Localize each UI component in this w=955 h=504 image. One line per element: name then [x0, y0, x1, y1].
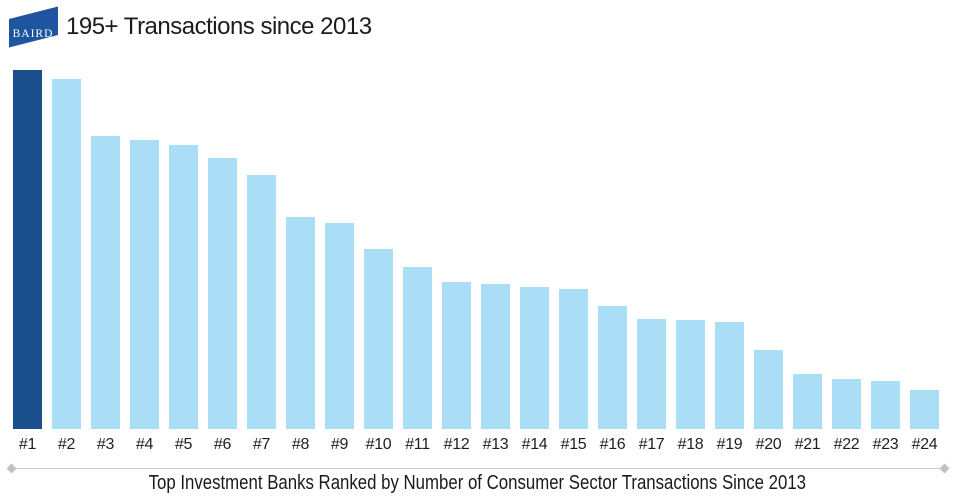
- bar-label: #22: [833, 436, 860, 453]
- bar: [52, 79, 81, 429]
- bar-column: #21: [793, 69, 822, 454]
- bar: [793, 374, 822, 429]
- bar-label: #7: [252, 436, 271, 453]
- bar-column: #18: [676, 69, 705, 454]
- bar-label: #19: [716, 436, 743, 453]
- bar-label: #18: [677, 436, 704, 453]
- bar-label: #12: [443, 436, 470, 453]
- bar: [325, 223, 354, 429]
- bar-label: #20: [755, 436, 782, 453]
- bar: [442, 282, 471, 429]
- bar: [91, 136, 120, 429]
- bar: [169, 145, 198, 429]
- bar-column: #4: [130, 69, 159, 454]
- bar: [832, 379, 861, 429]
- bar-column: #16: [598, 69, 627, 454]
- bar: [559, 289, 588, 429]
- baird-logo: BAIRD: [9, 6, 58, 48]
- bar-column: #19: [715, 69, 744, 454]
- bar-label: #10: [365, 436, 392, 453]
- bar: [364, 249, 393, 429]
- bar-column: #14: [520, 69, 549, 454]
- bar: [754, 350, 783, 429]
- bar-label: #8: [291, 436, 310, 453]
- bar-column: #23: [871, 69, 900, 454]
- bar: [286, 217, 315, 429]
- bar-column: #7: [247, 69, 276, 454]
- bar-column: #24: [910, 69, 939, 454]
- bar-column: #22: [832, 69, 861, 454]
- page-title: 195+ Transactions since 2013: [66, 13, 372, 40]
- bar-column: #2: [52, 69, 81, 454]
- bar-column: #3: [91, 69, 120, 454]
- bar-label: #6: [213, 436, 232, 453]
- bar-label: #15: [560, 436, 587, 453]
- bar-column: #9: [325, 69, 354, 454]
- bar-column: #6: [208, 69, 237, 454]
- baird-logo-text: BAIRD: [13, 28, 54, 40]
- bar-column: #1: [13, 69, 42, 454]
- bar: [403, 267, 432, 429]
- bar-label: #5: [174, 436, 193, 453]
- bar-label: #17: [638, 436, 665, 453]
- bar: [871, 381, 900, 429]
- bar-column: #17: [637, 69, 666, 454]
- bar: [598, 306, 627, 429]
- bar-label: #16: [599, 436, 626, 453]
- bar-column: #12: [442, 69, 471, 454]
- chart-caption: Top Investment Banks Ranked by Number of…: [148, 472, 807, 494]
- bar-column: #11: [403, 69, 432, 454]
- bar: [130, 140, 159, 429]
- bar-column: #13: [481, 69, 510, 454]
- bar-column: #15: [559, 69, 588, 454]
- bar-label: #23: [872, 436, 899, 453]
- bar-chart: #1 #2 #3 #4 #5 #6 #7 #8 #9 #10 #11 #12 #13 #14 #15 #16 #…: [13, 69, 939, 454]
- bar-label: #11: [405, 436, 430, 453]
- bar-label: #21: [794, 436, 821, 453]
- bar: [676, 320, 705, 429]
- bar-column: #20: [754, 69, 783, 454]
- bar: [208, 158, 237, 429]
- bar-label: #1: [18, 436, 37, 453]
- baird-logo-parallelogram-icon: BAIRD: [9, 6, 58, 48]
- bar: [910, 390, 939, 429]
- bar-column: #8: [286, 69, 315, 454]
- bar-label: #14: [521, 436, 548, 453]
- bar-label: #3: [96, 436, 115, 453]
- bar-label: #2: [57, 436, 76, 453]
- bar-column: #5: [169, 69, 198, 454]
- bar: [247, 175, 276, 429]
- bar-label: #4: [135, 436, 154, 453]
- bar: [520, 287, 549, 429]
- bar: [481, 284, 510, 429]
- bar-column: #10: [364, 69, 393, 454]
- bar: [715, 322, 744, 429]
- bar: [637, 319, 666, 429]
- divider-line: [12, 468, 943, 469]
- bar-label: #9: [330, 436, 349, 453]
- bar-label: #13: [482, 436, 509, 453]
- bar-highlighted: [13, 70, 42, 429]
- bar-label: #24: [911, 436, 938, 453]
